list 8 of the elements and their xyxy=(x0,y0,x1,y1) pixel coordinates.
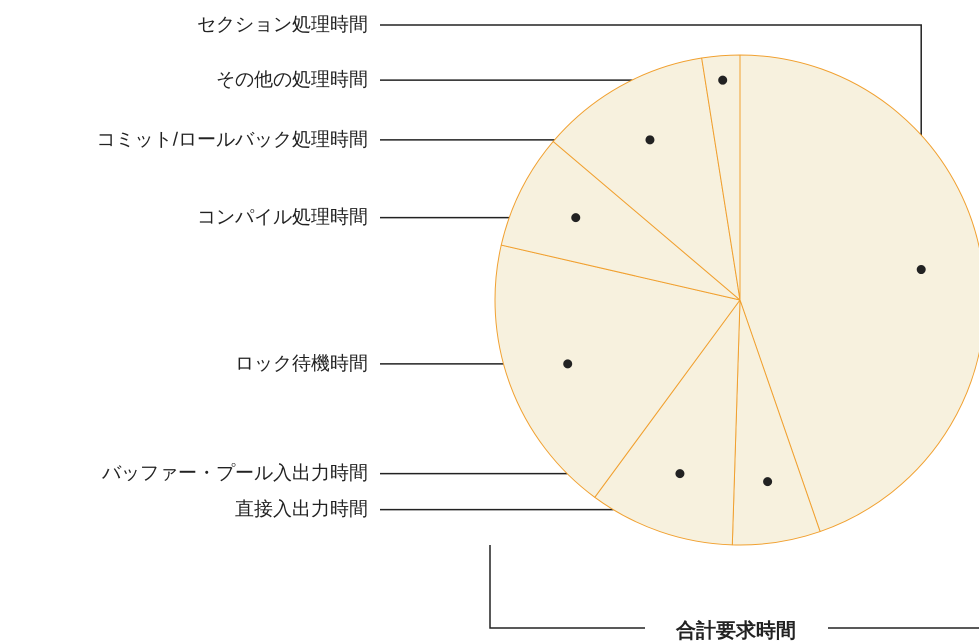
slice-label: ロック待機時間 xyxy=(235,353,368,374)
slice-label: その他の処理時間 xyxy=(216,70,368,91)
slice-label: コンパイル処理時間 xyxy=(197,207,368,228)
slice-label: バッファー・プール入出力時間 xyxy=(101,463,368,484)
slice-label: セクション処理時間 xyxy=(197,14,368,36)
text: 合計要求時間 xyxy=(675,619,796,642)
slice-label: コミット/ロールバック処理時間 xyxy=(96,129,368,150)
slice-label: 直接入出力時間 xyxy=(235,499,368,520)
